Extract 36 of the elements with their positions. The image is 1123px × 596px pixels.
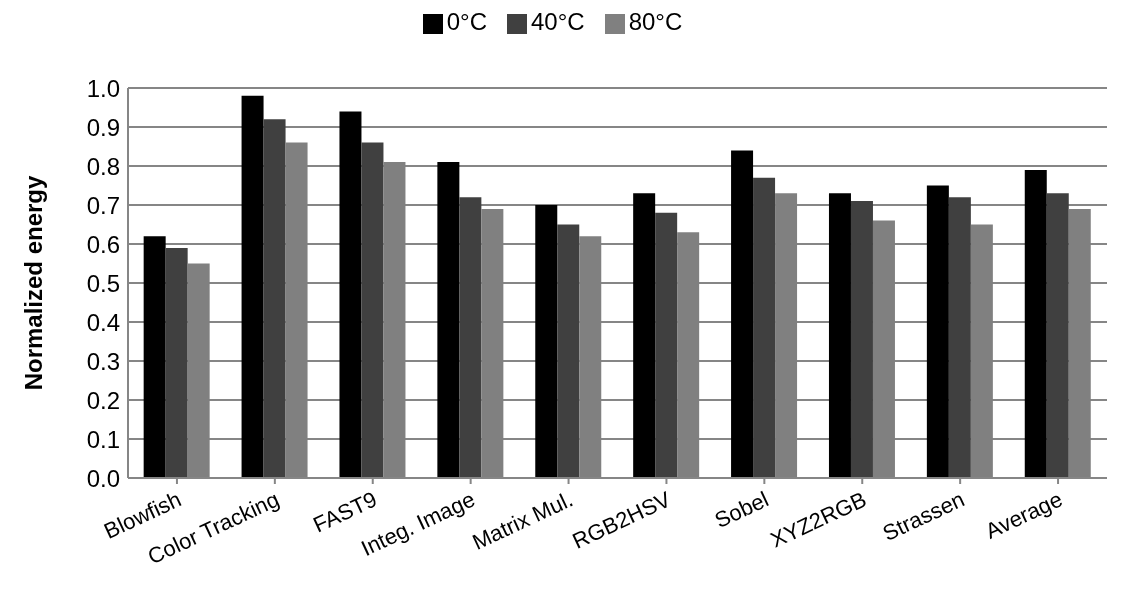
bar — [753, 177, 776, 478]
y-tick-label: 0.1 — [86, 425, 120, 453]
bar — [828, 193, 851, 478]
bar — [535, 205, 558, 478]
bar — [1046, 193, 1069, 478]
bar — [1024, 169, 1047, 478]
y-tick-label: 0.5 — [86, 269, 120, 297]
bar — [361, 142, 384, 478]
bar — [655, 212, 678, 478]
bar — [850, 201, 873, 478]
y-tick-label: 0.0 — [86, 464, 120, 492]
bar — [241, 95, 264, 478]
bar — [143, 236, 166, 478]
bar — [459, 197, 482, 478]
bar — [926, 185, 949, 478]
legend-label: 40°C — [531, 8, 585, 35]
bar — [557, 224, 580, 478]
y-tick-label: 0.9 — [86, 113, 120, 141]
y-tick-label: 0.7 — [86, 191, 120, 219]
bar — [437, 162, 460, 478]
y-tick-label: 0.8 — [86, 152, 120, 180]
y-tick-label: 0.4 — [86, 308, 120, 336]
bar — [948, 197, 971, 478]
y-tick-label: 0.6 — [86, 230, 120, 258]
legend-label: 0°C — [446, 8, 488, 35]
y-tick-label: 0.2 — [86, 386, 120, 414]
y-tick-label: 1.0 — [86, 74, 120, 102]
legend-label: 80°C — [628, 8, 683, 35]
x-tick-label: Sobel — [710, 486, 773, 534]
y-axis-title: Normalized energy — [19, 174, 47, 391]
y-tick-label: 0.3 — [86, 347, 120, 375]
bar — [339, 111, 362, 478]
bar — [165, 247, 188, 478]
bar — [633, 193, 656, 478]
bar — [731, 150, 754, 478]
bar — [263, 119, 286, 478]
